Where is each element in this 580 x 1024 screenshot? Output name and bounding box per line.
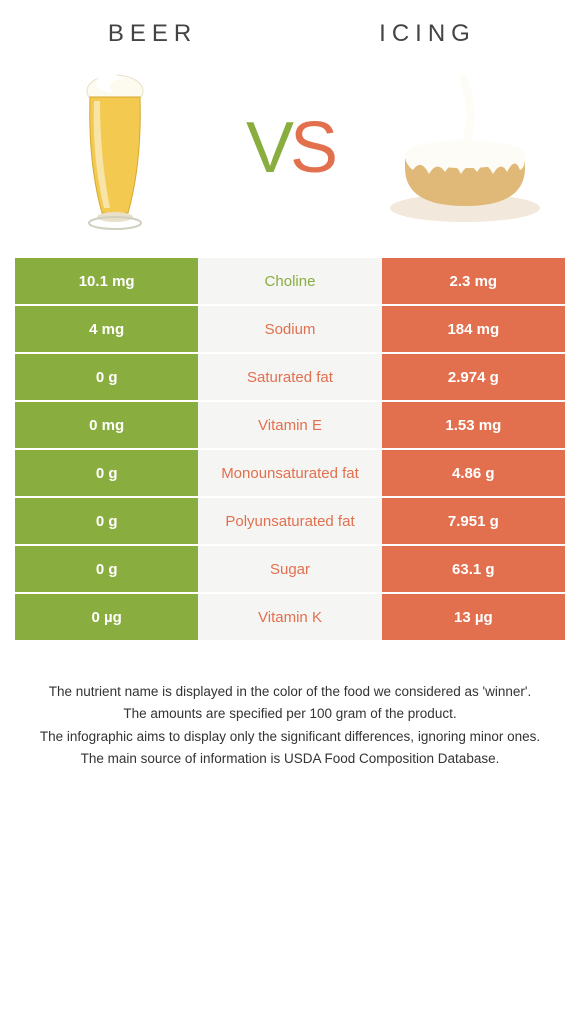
nutrient-label: Saturated fat [198, 354, 381, 402]
vs-v: V [246, 108, 290, 188]
icing-cake-icon [385, 68, 545, 228]
right-value: 63.1 g [382, 546, 565, 594]
right-value: 4.86 g [382, 450, 565, 498]
footer-line-2: The amounts are specified per 100 gram o… [21, 704, 559, 724]
nutrient-label: Choline [198, 258, 381, 306]
table-row: 10.1 mgCholine2.3 mg [15, 258, 565, 306]
left-value: 0 g [15, 498, 198, 546]
right-value: 184 mg [382, 306, 565, 354]
beer-image [35, 58, 195, 238]
icing-image [385, 58, 545, 238]
vs-label: VS [246, 107, 334, 189]
left-value: 4 mg [15, 306, 198, 354]
header: Beer Icing [15, 20, 565, 48]
right-value: 7.951 g [382, 498, 565, 546]
left-value: 0 g [15, 546, 198, 594]
right-title: Icing [290, 20, 565, 48]
left-value: 0 mg [15, 402, 198, 450]
nutrient-label: Polyunsaturated fat [198, 498, 381, 546]
comparison-table: 10.1 mgCholine2.3 mg4 mgSodium184 mg0 gS… [15, 258, 565, 642]
right-value: 2.3 mg [382, 258, 565, 306]
left-value: 0 g [15, 450, 198, 498]
right-value: 2.974 g [382, 354, 565, 402]
images-row: VS [15, 58, 565, 258]
nutrient-label: Vitamin K [198, 594, 381, 642]
left-value: 0 µg [15, 594, 198, 642]
vs-s: S [290, 108, 334, 188]
nutrient-label: Sodium [198, 306, 381, 354]
left-value: 10.1 mg [15, 258, 198, 306]
nutrient-label: Monounsaturated fat [198, 450, 381, 498]
table-row: 0 µgVitamin K13 µg [15, 594, 565, 642]
nutrient-label: Sugar [198, 546, 381, 594]
right-value: 1.53 mg [382, 402, 565, 450]
beer-glass-icon [70, 63, 160, 233]
left-value: 0 g [15, 354, 198, 402]
right-value: 13 µg [382, 594, 565, 642]
footer-notes: The nutrient name is displayed in the co… [15, 682, 565, 769]
footer-line-3: The infographic aims to display only the… [21, 727, 559, 747]
table-row: 4 mgSodium184 mg [15, 306, 565, 354]
left-title: Beer [15, 20, 290, 48]
table-row: 0 gSaturated fat2.974 g [15, 354, 565, 402]
nutrient-label: Vitamin E [198, 402, 381, 450]
table-row: 0 gPolyunsaturated fat7.951 g [15, 498, 565, 546]
footer-line-4: The main source of information is USDA F… [21, 749, 559, 769]
table-row: 0 gMonounsaturated fat4.86 g [15, 450, 565, 498]
table-row: 0 gSugar63.1 g [15, 546, 565, 594]
footer-line-1: The nutrient name is displayed in the co… [21, 682, 559, 702]
table-row: 0 mgVitamin E1.53 mg [15, 402, 565, 450]
